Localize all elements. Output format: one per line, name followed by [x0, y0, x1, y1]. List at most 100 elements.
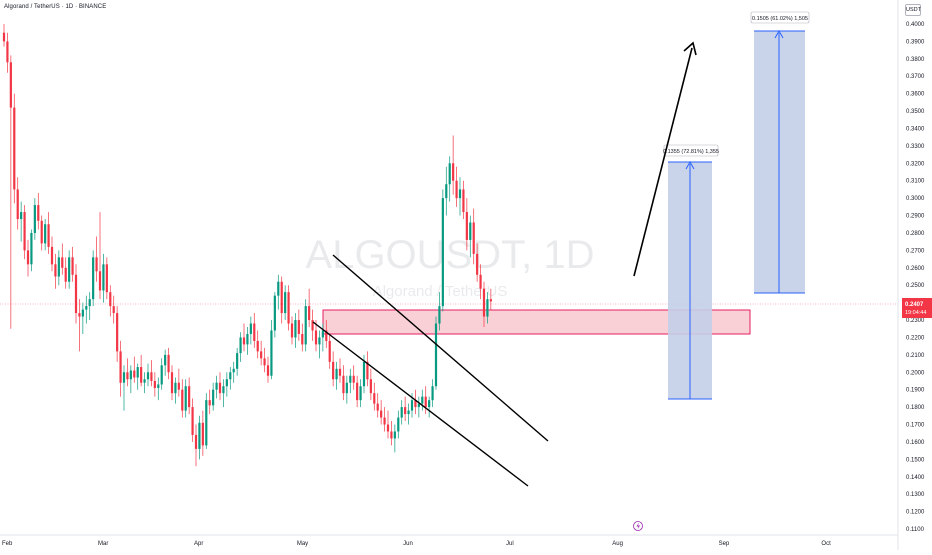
candle-body — [342, 375, 345, 394]
candle-body — [479, 274, 482, 289]
candle-body — [232, 368, 235, 373]
target-label-2-box — [750, 11, 810, 24]
symbol-info[interactable]: Algorand / TetherUS · 1D · BINANCE — [4, 4, 107, 10]
price-tick-label: 0.1600 — [906, 440, 925, 446]
price-tick-label: 0.3100 — [906, 179, 925, 185]
candle-body — [424, 396, 427, 408]
time-tick-label: Aug — [612, 541, 623, 547]
candle-body — [373, 393, 376, 404]
candle-body — [249, 323, 252, 334]
projection-box-2-arrowhead — [774, 29, 784, 39]
candle-body — [170, 372, 174, 394]
candle-body — [6, 41, 9, 63]
candle-body — [431, 386, 434, 401]
candle-body — [301, 333, 304, 345]
candle-body — [318, 337, 321, 345]
candle-body — [188, 386, 191, 408]
candle-body — [380, 410, 383, 418]
candle-body — [246, 333, 249, 345]
candle-body — [201, 422, 204, 446]
candle-body — [325, 330, 328, 341]
candle-body — [26, 250, 30, 265]
candle-body — [383, 417, 386, 425]
candle-body — [225, 379, 228, 387]
candle-body — [33, 205, 36, 233]
target-label-1-box — [663, 144, 719, 157]
candle-body — [64, 267, 67, 282]
channel-upper-line[interactable] — [332, 254, 549, 442]
candle-body — [102, 264, 105, 291]
target-label-1: 0.1355 (72.81%) 1,355 — [663, 149, 719, 155]
candle-body — [304, 306, 307, 345]
price-tick-label: 0.1700 — [906, 423, 925, 429]
candle-body — [455, 180, 458, 199]
candle-body — [486, 299, 489, 317]
time-tick-label: Mar — [98, 541, 108, 547]
candle-body — [160, 365, 163, 385]
price-tick-label: 0.2300 — [906, 318, 925, 324]
candle-body — [489, 299, 492, 302]
candle-body — [328, 340, 331, 362]
candle-body — [13, 107, 16, 190]
time-tick-label: Feb — [2, 541, 13, 547]
time-tick-label: Jul — [506, 541, 514, 547]
candle-body — [133, 370, 136, 378]
candle-body — [482, 288, 486, 317]
candle-body — [37, 205, 40, 221]
candle-body — [332, 361, 335, 380]
price-tick-label: 0.1300 — [906, 492, 925, 498]
candle-body — [92, 257, 95, 300]
price-tick-label: 0.2900 — [906, 214, 925, 220]
candle-body — [270, 330, 273, 376]
price-tick-label: 0.4000 — [906, 22, 925, 28]
candle-body — [266, 365, 270, 376]
price-tick-label: 0.2800 — [906, 231, 925, 237]
time-axis[interactable]: Feb Mar Apr May Jun Jul Aug Sep Oct — [2, 541, 831, 547]
price-axis[interactable]: 0.1100 0.1200 0.1300 0.1400 0.1500 0.1600 0.17… — [906, 22, 925, 533]
candle-body — [345, 382, 348, 394]
candle-body — [174, 382, 177, 394]
projection-arrow[interactable] — [633, 47, 693, 277]
candle-body — [54, 264, 57, 277]
candle-body — [205, 400, 208, 446]
candle-body — [472, 222, 475, 254]
candle-body — [194, 434, 198, 449]
candle-body — [400, 407, 403, 418]
candle-body — [417, 403, 420, 408]
candle-body — [462, 189, 465, 213]
channel-lower-line[interactable] — [312, 321, 529, 487]
candle-body — [157, 384, 160, 388]
candle-body — [105, 264, 108, 293]
candle-body — [242, 337, 246, 345]
candle-body — [359, 386, 362, 401]
watermark-ticker: ALGOUSDT, 1D — [306, 233, 595, 277]
candle-body — [428, 400, 431, 408]
candle-body — [404, 407, 407, 415]
candle-body — [452, 163, 455, 181]
candle-body — [476, 253, 479, 275]
price-tick-label: 0.2500 — [906, 283, 925, 289]
price-badge — [902, 298, 932, 318]
candle-body — [212, 389, 215, 406]
candle-body — [308, 306, 311, 321]
candle-body — [50, 246, 54, 265]
price-tick-label: 0.2100 — [906, 353, 925, 359]
candle-body — [9, 62, 12, 108]
candles-group — [2, 24, 492, 467]
candle-body — [78, 313, 81, 317]
price-tick-label: 0.3900 — [906, 39, 925, 45]
candle-body — [74, 274, 78, 314]
candle-body — [253, 323, 256, 341]
price-tick-label: 0.1400 — [906, 475, 925, 481]
candle-body — [150, 372, 153, 381]
price-tick-label: 0.2700 — [906, 248, 925, 254]
time-tick-label: May — [297, 541, 308, 547]
price-tick-label: 0.2600 — [906, 266, 925, 272]
candle-body — [112, 306, 115, 314]
time-tick-label: Oct — [821, 541, 831, 547]
currency-badge[interactable]: USDT — [905, 4, 921, 16]
candle-body — [164, 354, 167, 366]
price-tick-label: 0.1100 — [906, 527, 925, 533]
